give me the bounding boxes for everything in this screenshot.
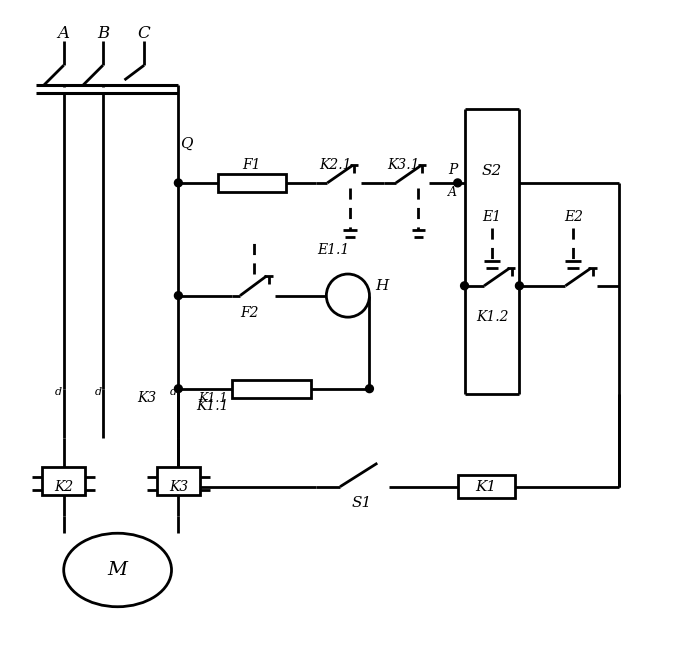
Text: d: d xyxy=(55,387,63,397)
Text: K1.1: K1.1 xyxy=(196,399,229,413)
Text: P: P xyxy=(448,163,458,177)
Circle shape xyxy=(174,385,182,393)
Text: M: M xyxy=(108,561,128,579)
Bar xyxy=(218,174,286,191)
Text: K2: K2 xyxy=(54,480,74,494)
Circle shape xyxy=(326,274,370,317)
Text: E1.1: E1.1 xyxy=(317,243,349,256)
Text: K1: K1 xyxy=(475,480,497,494)
Text: E1: E1 xyxy=(482,210,502,224)
Circle shape xyxy=(515,282,523,289)
Ellipse shape xyxy=(64,533,172,607)
Circle shape xyxy=(174,179,182,187)
Text: K1.2: K1.2 xyxy=(475,310,508,324)
Text: S2: S2 xyxy=(482,164,502,178)
Text: H: H xyxy=(376,279,389,293)
Bar xyxy=(42,467,85,495)
Text: K3: K3 xyxy=(137,391,157,406)
Text: K3.1: K3.1 xyxy=(387,158,420,172)
Bar xyxy=(458,475,515,498)
Circle shape xyxy=(460,282,469,289)
Bar xyxy=(157,467,200,495)
Text: A: A xyxy=(449,186,458,199)
Text: S1: S1 xyxy=(352,496,372,510)
Text: E2: E2 xyxy=(564,210,583,224)
Text: F1: F1 xyxy=(243,158,261,172)
Bar xyxy=(232,380,311,397)
Text: A: A xyxy=(58,25,69,42)
Text: d: d xyxy=(94,387,102,397)
Circle shape xyxy=(174,291,182,299)
Text: F2: F2 xyxy=(240,306,259,320)
Text: C: C xyxy=(137,25,150,42)
Circle shape xyxy=(365,385,374,393)
Text: K3: K3 xyxy=(169,480,188,494)
Text: d: d xyxy=(170,387,177,397)
Text: K1.1: K1.1 xyxy=(198,392,227,405)
Text: K2.1: K2.1 xyxy=(319,158,352,172)
Text: Q: Q xyxy=(180,137,192,151)
Text: B: B xyxy=(97,25,109,42)
Circle shape xyxy=(453,179,462,187)
